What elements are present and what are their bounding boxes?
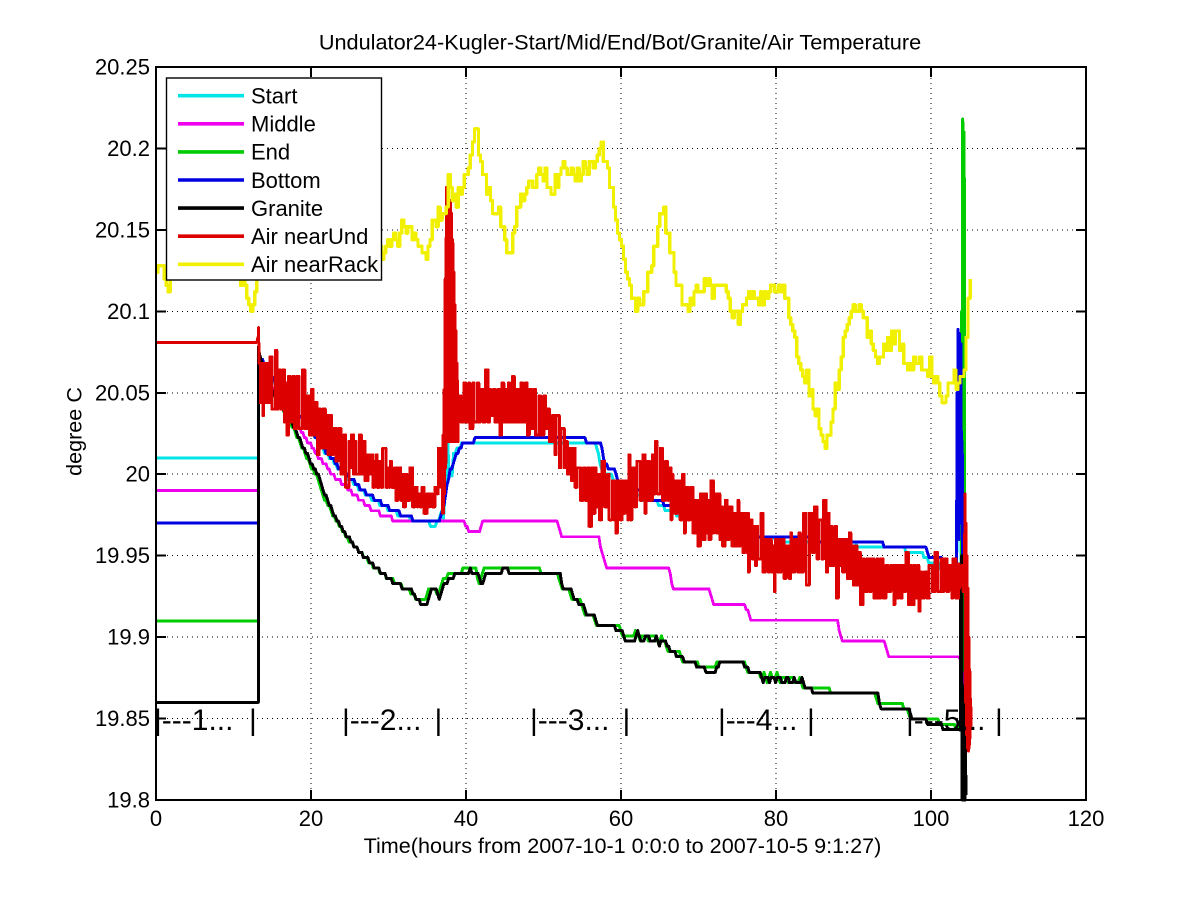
svg-text:|: |	[623, 704, 631, 737]
svg-text:Undulator24-Kugler-Start/Mid/E: Undulator24-Kugler-Start/Mid/End/Bot/Gra…	[319, 30, 921, 55]
svg-text:Time(hours from 2007-10-1 0:0:: Time(hours from 2007-10-1 0:0:0 to 2007-…	[364, 833, 882, 858]
svg-text:|---5...: |---5...	[906, 704, 985, 737]
svg-text:|---1...: |---1...	[154, 704, 233, 737]
svg-text:|: |	[995, 704, 1003, 737]
svg-text:|---2...: |---2...	[342, 704, 421, 737]
svg-text:19.85: 19.85	[95, 706, 150, 731]
svg-text:Air nearUnd: Air nearUnd	[251, 224, 368, 249]
svg-text:120: 120	[1068, 806, 1105, 831]
svg-text:19.95: 19.95	[95, 543, 150, 568]
svg-text:60: 60	[609, 806, 633, 831]
svg-text:|---3...: |---3...	[530, 704, 609, 737]
svg-text:degree C: degree C	[62, 387, 87, 476]
svg-text:19.8: 19.8	[107, 788, 150, 813]
svg-text:End: End	[251, 140, 290, 165]
svg-text:20.05: 20.05	[95, 380, 150, 405]
svg-text:20.15: 20.15	[95, 217, 150, 242]
svg-text:20.1: 20.1	[107, 299, 150, 324]
svg-text:|---4...: |---4...	[718, 704, 797, 737]
svg-text:Granite: Granite	[251, 196, 323, 221]
svg-text:Start: Start	[251, 84, 297, 109]
svg-text:100: 100	[913, 806, 950, 831]
svg-text:40: 40	[454, 806, 478, 831]
svg-text:0: 0	[150, 806, 162, 831]
svg-text:20.2: 20.2	[107, 136, 150, 161]
svg-text:Bottom: Bottom	[251, 168, 321, 193]
svg-text:80: 80	[764, 806, 788, 831]
svg-text:20: 20	[299, 806, 323, 831]
svg-text:19.9: 19.9	[107, 625, 150, 650]
svg-text:|: |	[807, 704, 815, 737]
svg-text:Air nearRack: Air nearRack	[251, 252, 379, 277]
svg-text:20.25: 20.25	[95, 55, 150, 80]
svg-text:20: 20	[126, 462, 150, 487]
svg-text:|: |	[249, 704, 257, 737]
svg-text:|: |	[435, 704, 443, 737]
svg-text:Middle: Middle	[251, 112, 316, 137]
